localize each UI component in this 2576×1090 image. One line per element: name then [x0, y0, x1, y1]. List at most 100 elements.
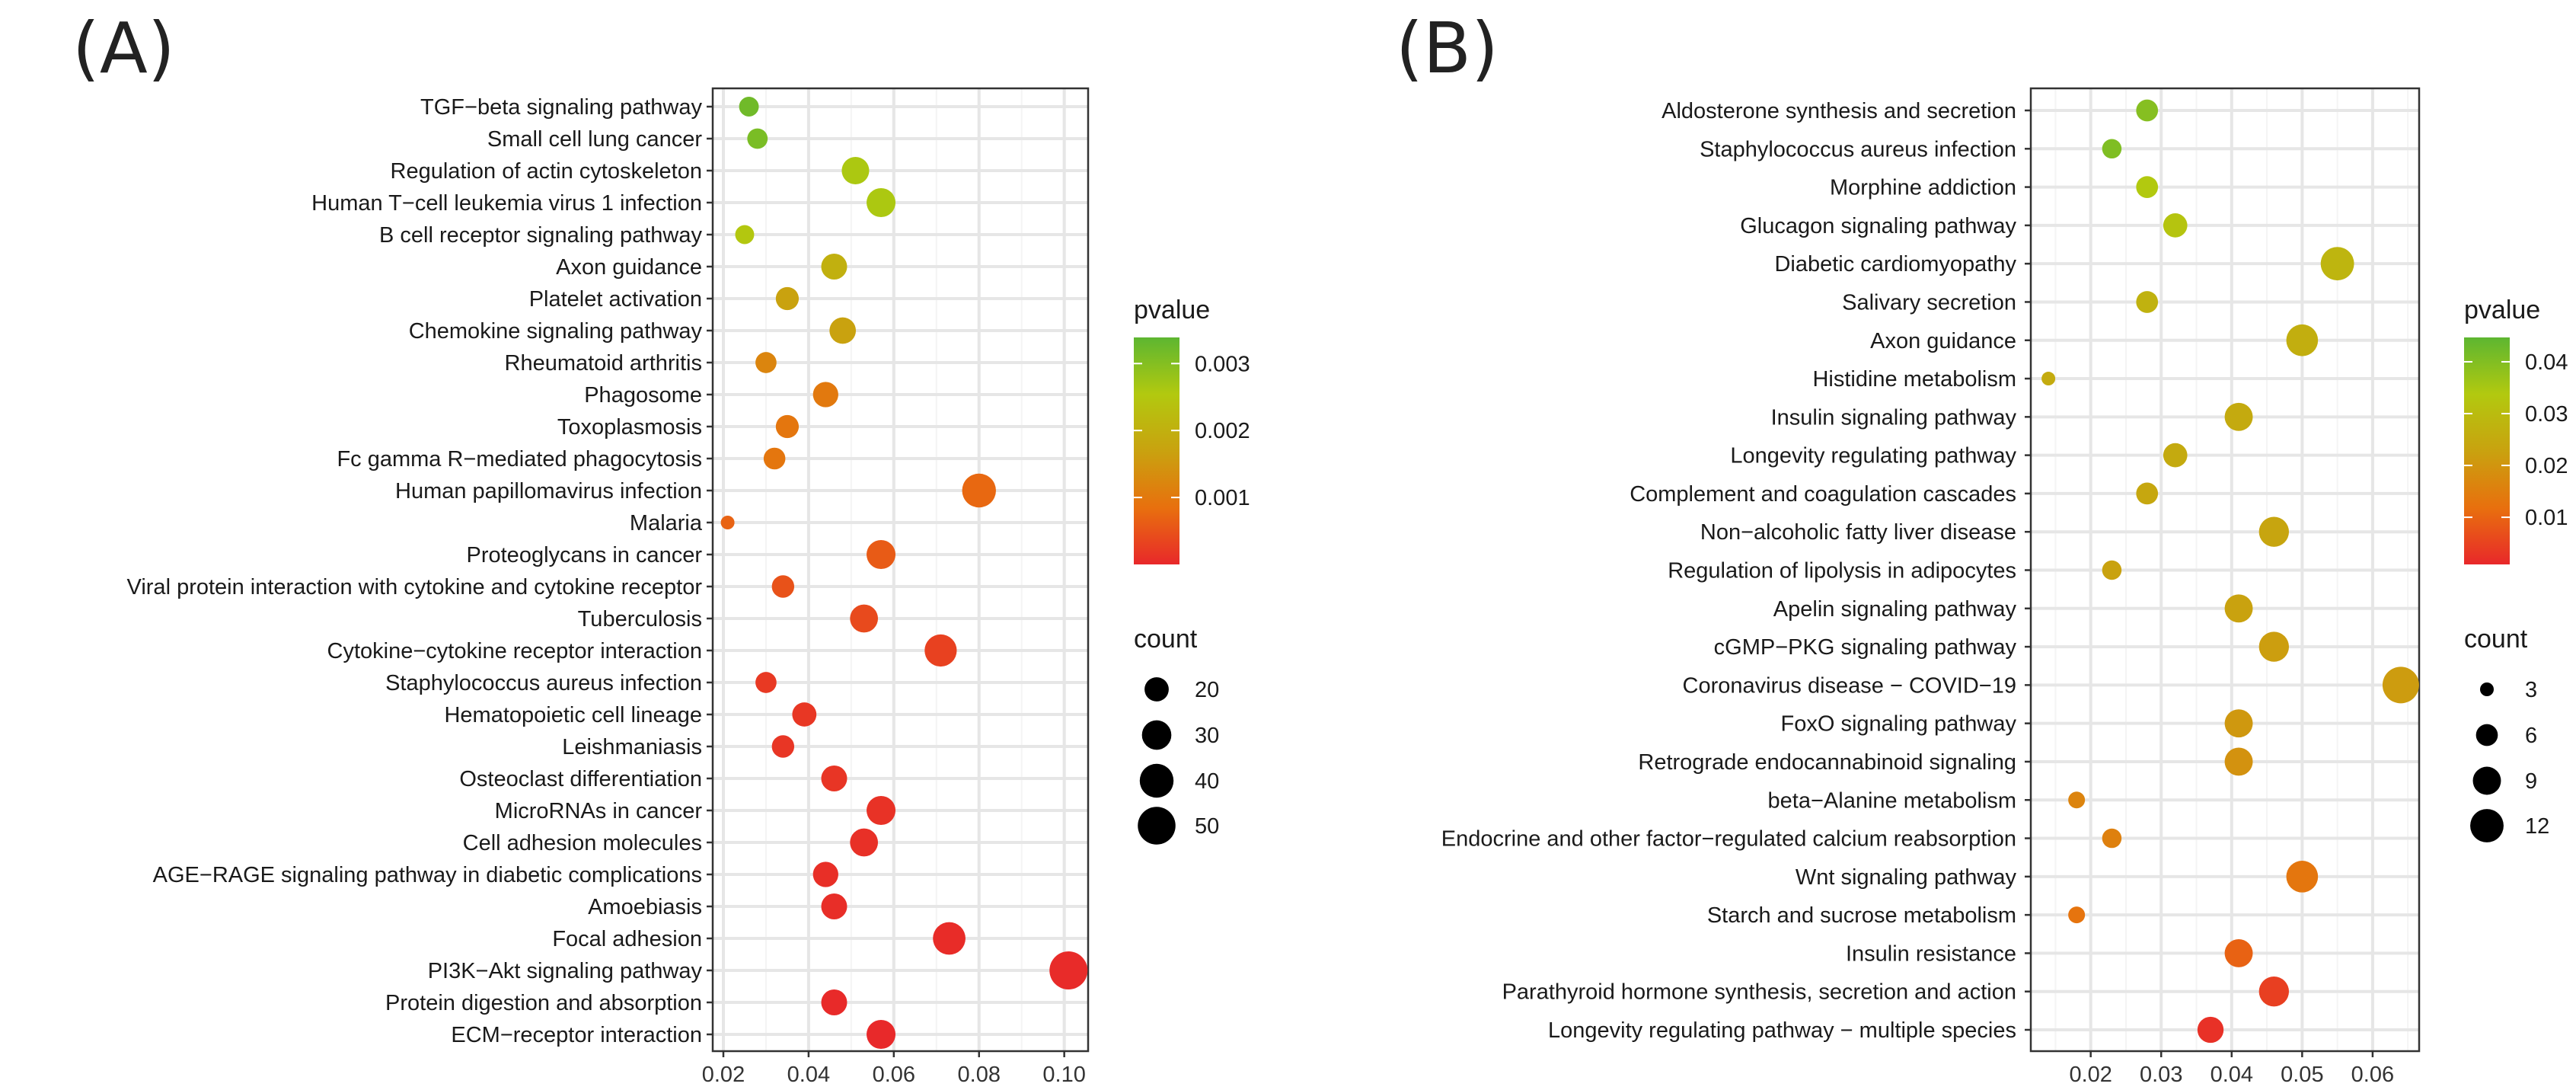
data-point: [771, 735, 795, 758]
count-legend-label: 20: [1195, 678, 1219, 702]
data-point: [850, 604, 879, 633]
data-point: [2224, 402, 2253, 431]
panel-b: (B) 0.02 0.03 0.04 0.05 0.06 Aldosterone synth…: [1396, 8, 2568, 1087]
data-point: [2382, 666, 2419, 704]
pathway-label: Platelet activation: [529, 287, 702, 312]
pathway-label: Leishmaniasis: [562, 735, 702, 759]
pathway-label: B cell receptor signaling pathway: [379, 223, 702, 248]
data-point: [821, 989, 847, 1016]
pvalue-legend-title: pvalue: [2464, 296, 2540, 324]
pathway-label: Axon guidance: [556, 255, 702, 280]
data-point: [2136, 99, 2159, 122]
x-tick-label: 0.04: [787, 1063, 830, 1087]
pathway-label: Apelin signaling pathway: [1773, 597, 2017, 622]
x-tick-label: 0.04: [2211, 1063, 2253, 1087]
colorbar-tick-label: 0.04: [2525, 350, 2568, 375]
x-tick-label: 0.05: [2281, 1063, 2323, 1087]
pathway-label: Coronavirus disease − COVID−19: [1683, 673, 2016, 698]
count-legend-label: 30: [1195, 724, 1219, 748]
x-tick-label: 0.02: [2069, 1063, 2112, 1087]
data-point: [747, 128, 768, 149]
data-point: [2163, 443, 2188, 468]
pvalue-legend-title: pvalue: [1134, 296, 1210, 324]
count-legend-title: count: [1134, 625, 1198, 654]
data-point: [924, 634, 957, 667]
data-point: [2136, 482, 2159, 505]
pathway-label: TGF−beta signaling pathway: [420, 95, 702, 120]
data-point: [2224, 747, 2253, 776]
panel-label: (B): [1396, 8, 1499, 89]
data-point: [755, 672, 777, 693]
pathway-label: cGMP−PKG signaling pathway: [1714, 635, 2017, 660]
pathway-label: Cytokine−cytokine receptor interaction: [327, 639, 702, 663]
count-legend-dot: [2472, 766, 2501, 795]
x-tick-label: 0.10: [1042, 1063, 1085, 1087]
pathway-label: Salivary secretion: [1842, 290, 2016, 315]
data-point: [2041, 372, 2056, 386]
pathway-label: MicroRNAs in cancer: [495, 799, 703, 823]
count-legend-label: 9: [2525, 769, 2537, 794]
x-tick-label: 0.08: [958, 1063, 1001, 1087]
pathway-label: Endocrine and other factor−regulated cal…: [1441, 827, 2016, 852]
pathway-label: Human T−cell leukemia virus 1 infection: [311, 191, 702, 216]
pathway-label: Toxoplasmosis: [557, 415, 702, 440]
data-point: [2197, 1016, 2224, 1044]
pvalue-colorbar: [2464, 337, 2510, 564]
count-legend-dot: [1139, 763, 1174, 798]
pathway-label: ECM−receptor interaction: [451, 1023, 702, 1047]
pathway-label: beta−Alanine metabolism: [1768, 788, 2016, 813]
pathway-label: Staphylococcus aureus infection: [1700, 137, 2016, 161]
count-legend-label: 6: [2525, 724, 2537, 748]
pathway-label: Aldosterone synthesis and secretion: [1661, 99, 2016, 123]
count-legend-dot: [2470, 809, 2504, 842]
data-point: [2068, 791, 2086, 809]
pathway-label: Complement and coagulation cascades: [1630, 482, 2016, 507]
pathway-label: Regulation of lipolysis in adipocytes: [1668, 559, 2016, 583]
pathway-label: Chemokine signaling pathway: [409, 319, 703, 344]
pathway-label: Phagosome: [584, 383, 702, 408]
data-point: [962, 473, 996, 508]
pathway-label: PI3K−Akt signaling pathway: [428, 959, 703, 983]
data-point: [867, 539, 896, 570]
data-point: [2136, 291, 2159, 313]
pathway-label: Amoebiasis: [588, 895, 702, 919]
pathway-label: Staphylococcus aureus infection: [385, 671, 702, 695]
data-point: [867, 187, 896, 218]
x-tick-label: 0.06: [873, 1063, 915, 1087]
data-point: [2102, 560, 2122, 580]
pathway-label: Axon guidance: [1870, 329, 2016, 353]
pathway-label: FoxO signaling pathway: [1781, 712, 2017, 737]
x-tick-label: 0.03: [2140, 1063, 2182, 1087]
pathway-label: Glucagon signaling pathway: [1740, 214, 2016, 238]
pvalue-colorbar: [1134, 337, 1179, 564]
data-point: [2224, 709, 2253, 738]
data-point: [775, 286, 800, 311]
data-point: [775, 414, 800, 439]
colorbar-tick-label: 0.01: [2525, 506, 2568, 530]
data-point: [2102, 828, 2122, 849]
plot-background: [713, 88, 1088, 1051]
pathway-label: Regulation of actin cytoskeleton: [391, 159, 702, 184]
pathway-label: Small cell lung cancer: [487, 127, 702, 152]
data-point: [2258, 516, 2290, 547]
colorbar-tick-label: 0.02: [2525, 454, 2568, 478]
data-point: [2068, 906, 2086, 924]
data-point: [2320, 247, 2354, 281]
panel-label: (A): [72, 8, 175, 89]
pathway-label: Diabetic cardiomyopathy: [1774, 252, 2016, 276]
pathway-label: Osteoclast differentiation: [459, 767, 702, 791]
x-tick-label: 0.06: [2351, 1063, 2394, 1087]
count-legend-title: count: [2464, 625, 2528, 654]
pathway-label: Focal adhesion: [552, 927, 702, 951]
data-point: [821, 765, 847, 792]
data-point: [792, 702, 817, 727]
data-point: [829, 317, 857, 344]
data-point: [867, 795, 896, 826]
count-legend-dot: [1144, 677, 1169, 702]
data-point: [1049, 951, 1088, 989]
pathway-label: Morphine addiction: [1830, 176, 2016, 200]
data-point: [2258, 631, 2290, 662]
data-point: [2258, 977, 2290, 1007]
pathway-label: Cell adhesion molecules: [463, 831, 702, 855]
